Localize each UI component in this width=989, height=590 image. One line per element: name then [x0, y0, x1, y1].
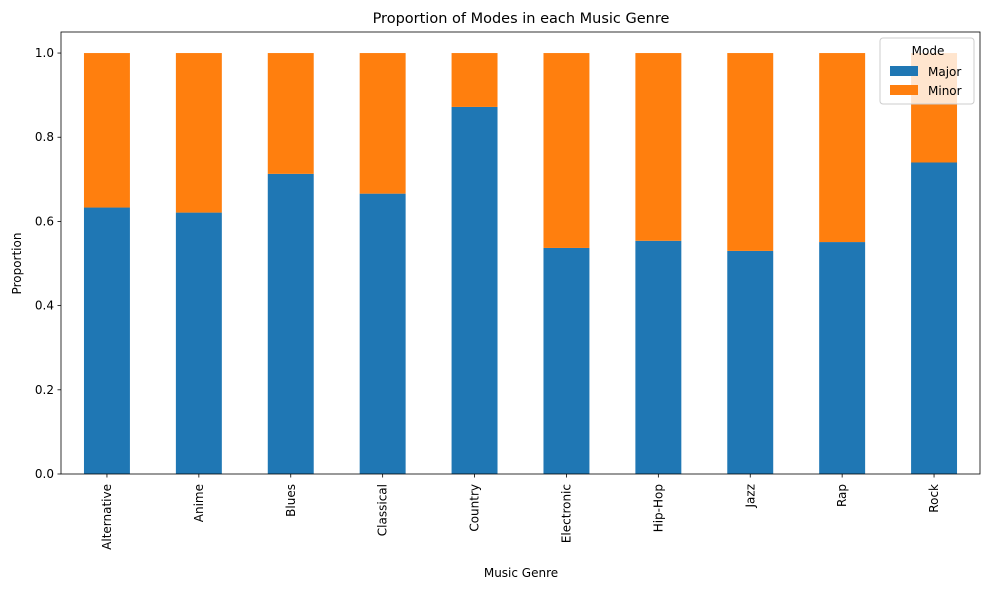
- y-tick-label: 0.8: [35, 130, 54, 144]
- x-tick-label: Country: [468, 484, 482, 532]
- bar-minor-blues: [267, 53, 314, 174]
- x-tick-label: Classical: [376, 484, 390, 536]
- bar-major-anime: [175, 212, 222, 474]
- chart-title: Proportion of Modes in each Music Genre: [373, 11, 670, 27]
- bar-major-blues: [267, 173, 314, 475]
- y-tick-label: 0.6: [35, 214, 54, 228]
- x-tick-label: Anime: [192, 484, 206, 522]
- x-axis-label: Music Genre: [484, 566, 558, 580]
- x-tick-label: Jazz: [743, 484, 757, 509]
- bar-major-classical: [359, 193, 406, 474]
- bar-major-rap: [819, 242, 866, 474]
- plot-frame: [60, 31, 981, 475]
- legend-label-minor: Minor: [928, 84, 962, 98]
- bar-major-alternative: [83, 207, 130, 475]
- legend-swatch-minor: [890, 85, 918, 95]
- legend: Mode Major Minor: [879, 37, 975, 105]
- legend-swatch-major: [890, 66, 918, 76]
- y-tick-label: 0.0: [35, 467, 54, 481]
- x-tick-label: Blues: [284, 484, 298, 517]
- x-tick-label: Electronic: [559, 484, 573, 543]
- x-tick-label: Rock: [927, 484, 941, 513]
- bar-minor-alternative: [83, 53, 130, 208]
- bar-minor-classical: [359, 53, 406, 194]
- y-axis-label: Proportion: [10, 233, 24, 295]
- x-tick-label: Rap: [835, 484, 849, 507]
- bar-minor-anime: [175, 53, 222, 213]
- bar-major-hip-hop: [635, 240, 682, 474]
- y-tick-label: 0.4: [35, 299, 54, 313]
- bar-minor-jazz: [727, 53, 774, 251]
- bar-major-country: [451, 106, 498, 475]
- x-tick-label: Hip-Hop: [651, 484, 665, 532]
- bar-minor-rap: [819, 53, 866, 243]
- bar-major-electronic: [543, 247, 590, 474]
- bar-major-jazz: [727, 250, 774, 474]
- bar-minor-electronic: [543, 53, 590, 248]
- bars-group: [83, 53, 958, 475]
- x-tick-label: Alternative: [100, 484, 114, 550]
- axes-group: 0.0 0.2 0.4 0.6 0.8 1.0 Alternative Anime Blues C…: [35, 31, 981, 550]
- bar-minor-hip-hop: [635, 53, 682, 241]
- y-tick-label: 1.0: [35, 46, 54, 60]
- bar-major-rock: [911, 162, 958, 474]
- legend-label-major: Major: [928, 65, 961, 79]
- y-tick-label: 0.2: [35, 383, 54, 397]
- legend-title: Mode: [912, 44, 945, 58]
- bar-minor-country: [451, 53, 498, 107]
